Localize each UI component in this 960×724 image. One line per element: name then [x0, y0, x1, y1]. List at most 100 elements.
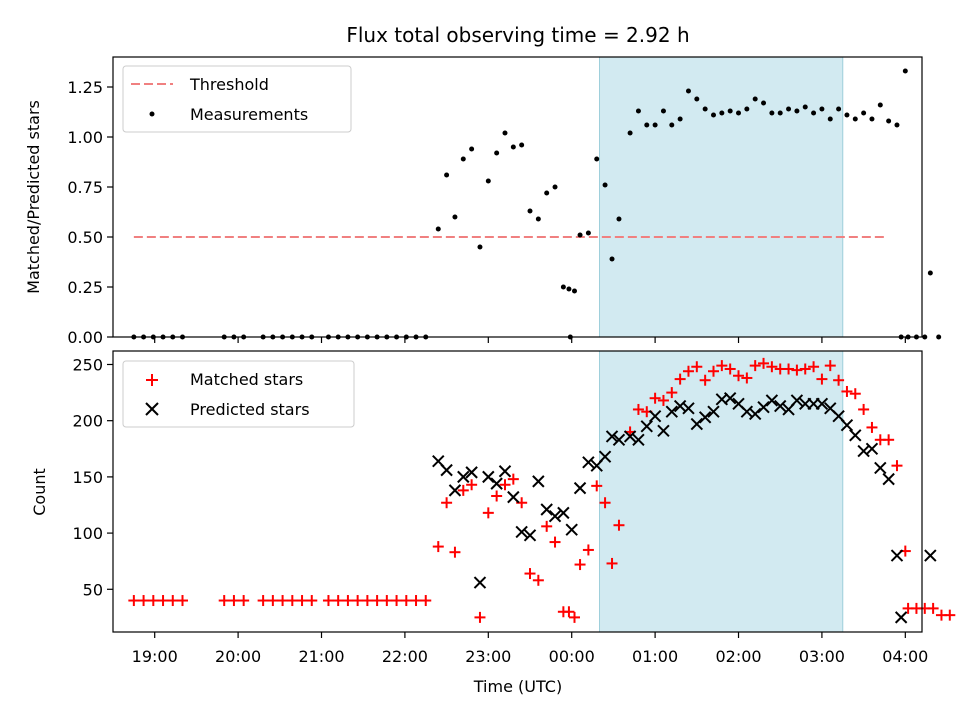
predicted-star-point: [698, 411, 712, 424]
top-y-tick-label: 0.75: [67, 178, 103, 197]
bottom-y-axis-ticks: 50 100 150 200 250: [72, 355, 113, 599]
predicted-star-point: [465, 466, 478, 479]
measurement-point: [477, 244, 483, 250]
predicted-star-point: [707, 405, 720, 418]
x-tick-label: 19:00: [132, 647, 178, 666]
legend-measurements-swatch: [149, 111, 155, 117]
matched-star-point: [391, 595, 403, 607]
matched-star-point: [724, 363, 736, 375]
matched-star-point: [371, 595, 383, 607]
matched-star-point: [549, 536, 561, 548]
bottom-legend-box: [122, 360, 355, 428]
matched-star-point: [257, 595, 269, 607]
predicted-star-point: [682, 402, 695, 415]
matched-star-point: [783, 363, 795, 375]
measurement-point: [902, 68, 908, 74]
measurement-point: [744, 106, 750, 112]
bottom-y-tick-label: 250: [72, 355, 103, 374]
predicted-star-point: [882, 472, 895, 486]
matched-star-point: [657, 394, 669, 406]
matched-star-point: [138, 595, 150, 607]
bottom-legend: Matched stars Predicted stars: [122, 360, 355, 428]
top-y-tick-label: 1.25: [67, 78, 103, 97]
bottom-y-axis-label: Count: [30, 468, 49, 516]
matched-star-point: [482, 507, 494, 519]
predicted-star-point: [774, 399, 787, 413]
matched-star-point: [457, 484, 469, 496]
measurement-point: [677, 116, 683, 122]
matched-star-point: [147, 595, 159, 607]
measurement-point: [660, 108, 666, 114]
measurement-point: [519, 142, 525, 148]
measurement-point: [652, 122, 658, 128]
measurement-point: [627, 130, 633, 136]
predicted-star-point: [523, 529, 537, 542]
measurement-point: [602, 182, 608, 188]
top-y-tick-label: 1.00: [67, 128, 103, 147]
matched-star-point: [474, 611, 486, 623]
matched-star-point: [306, 595, 318, 607]
predicted-star-point: [632, 433, 645, 447]
predicted-star-point: [448, 484, 462, 497]
x-tick-label: 00:00: [549, 647, 595, 666]
legend-threshold-label: Threshold: [189, 75, 269, 94]
matched-star-point: [157, 595, 169, 607]
matched-star-point: [613, 519, 625, 531]
measurement-point: [719, 110, 725, 116]
measurement-point: [786, 106, 792, 112]
matched-star-point: [410, 595, 422, 607]
measurement-point: [769, 110, 775, 116]
matched-star-point: [591, 480, 603, 492]
predicted-star-point: [748, 407, 762, 421]
matched-star-point: [524, 568, 536, 580]
predicted-star-point: [573, 481, 587, 495]
matched-star-point: [749, 360, 761, 372]
bottom-x-axis-ticks: 19:00 20:00 21:00 22:00 23:00 00:00 01:00 02:00…: [132, 632, 928, 666]
matched-star-point: [361, 595, 373, 607]
measurement-point: [535, 216, 541, 222]
predicted-star-point: [565, 523, 578, 536]
predicted-star-point: [612, 433, 626, 447]
x-tick-label: 04:00: [882, 647, 928, 666]
matched-star-point: [866, 421, 878, 433]
legend-measurements-label: Measurements: [190, 105, 308, 124]
matched-star-point: [699, 374, 711, 386]
predicted-star-point: [507, 490, 520, 504]
top-legend: Threshold Measurements: [122, 65, 352, 133]
measurement-point: [527, 208, 533, 214]
predicted-star-point: [857, 444, 870, 458]
matched-star-point: [286, 595, 298, 607]
top-y-axis-ticks: 0.00 0.25 0.50 0.75 1.00 1.25: [67, 78, 113, 347]
matched-star-point: [167, 595, 179, 607]
matched-star-point: [532, 574, 544, 586]
measurement-point: [894, 122, 900, 128]
matched-star-point: [466, 479, 478, 491]
measurement-point: [710, 112, 716, 118]
bottom-y-tick-label: 200: [72, 412, 103, 431]
measurement-point: [469, 146, 475, 152]
predicted-star-point: [498, 465, 512, 478]
matched-star-point: [574, 559, 586, 571]
matched-star-point: [944, 609, 956, 621]
predicted-star-point: [865, 442, 879, 455]
measurement-point: [685, 88, 691, 94]
measurement-point: [635, 108, 641, 114]
matched-star-point: [682, 365, 694, 377]
measurement-point: [844, 112, 850, 118]
measurement-point: [577, 232, 583, 238]
top-y-tick-label: 0.50: [67, 228, 103, 247]
predicted-star-point: [765, 394, 779, 407]
top-y-tick-label: 0.00: [67, 328, 103, 347]
bottom-panel: 50 100 150 200 250 19:00 20:00 21:00 22:00 23:00…: [30, 350, 956, 696]
matched-star-point: [841, 385, 853, 397]
predicted-star-point: [690, 417, 704, 431]
predicted-star-point: [757, 400, 770, 414]
chart-title: Flux total observing time = 2.92 h: [346, 23, 689, 47]
legend-predicted-label: Predicted stars: [190, 400, 310, 419]
top-x-axis-ticks: [154, 337, 906, 343]
x-axis-label: Time (UTC): [473, 677, 562, 696]
measurement-point: [585, 230, 591, 236]
x-tick-label: 21:00: [298, 647, 344, 666]
measurement-point: [460, 156, 466, 162]
matched-star-point: [441, 497, 453, 509]
